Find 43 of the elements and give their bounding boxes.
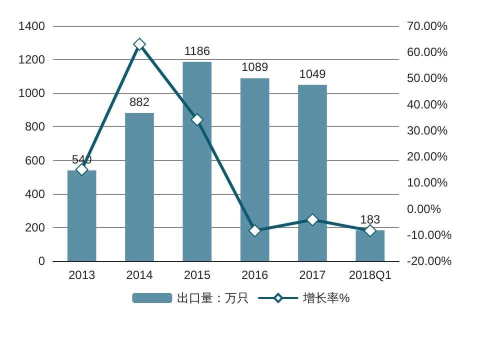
point: [75, 163, 88, 176]
legend-label: 增长率%: [302, 291, 350, 305]
y2-tick-label: 20.00%: [407, 150, 448, 164]
x-tick-label: 2015: [184, 268, 211, 282]
y-tick-label: 600: [24, 153, 46, 168]
y2-tick-label: 10.00%: [407, 176, 448, 190]
y2-tick-label: 50.00%: [407, 71, 448, 86]
bar: [356, 230, 385, 261]
y-tick-label: 200: [24, 220, 46, 234]
point: [306, 213, 319, 226]
x-tick-label: 2018Q1: [348, 268, 392, 282]
y-tick-label: 800: [24, 120, 46, 134]
data-label: 1089: [241, 60, 269, 74]
point: [133, 38, 146, 51]
bar: [67, 170, 96, 261]
y2-tick-label: 40.00%: [407, 97, 448, 112]
data-label: 1186: [184, 44, 210, 58]
legend-label: 出口量：万只: [177, 291, 250, 305]
x-tick-label: 2014: [126, 268, 154, 282]
x-tick-label: 2016: [241, 268, 269, 282]
y-tick-label: 0: [38, 254, 46, 268]
y2-tick-label: 60.00%: [407, 45, 448, 60]
point: [190, 113, 204, 126]
data-label: 882: [129, 94, 150, 109]
bar: [182, 62, 212, 261]
y2-tick-label: 70.00%: [407, 19, 448, 33]
y2-tick-label: -20.00%: [407, 254, 452, 268]
y2-tick-label: 0.00%: [407, 202, 442, 216]
y2-tick-label: 30.00%: [407, 123, 448, 138]
bar: [298, 84, 327, 261]
y-tick-label: 1400: [18, 19, 46, 33]
data-label: 183: [360, 212, 380, 226]
x-tick-label: 2013: [68, 268, 96, 282]
y-tick-label: 1200: [18, 52, 46, 67]
data-label: 1049: [299, 66, 326, 81]
x-tick-label: 2017: [299, 268, 326, 282]
point: [248, 224, 262, 238]
bar: [240, 78, 270, 261]
y2-tick-label: -10.00%: [407, 228, 452, 242]
point: [364, 224, 377, 238]
y-tick-label: 1000: [18, 86, 46, 100]
bar: [125, 112, 154, 261]
y-tick-label: 400: [24, 186, 46, 201]
